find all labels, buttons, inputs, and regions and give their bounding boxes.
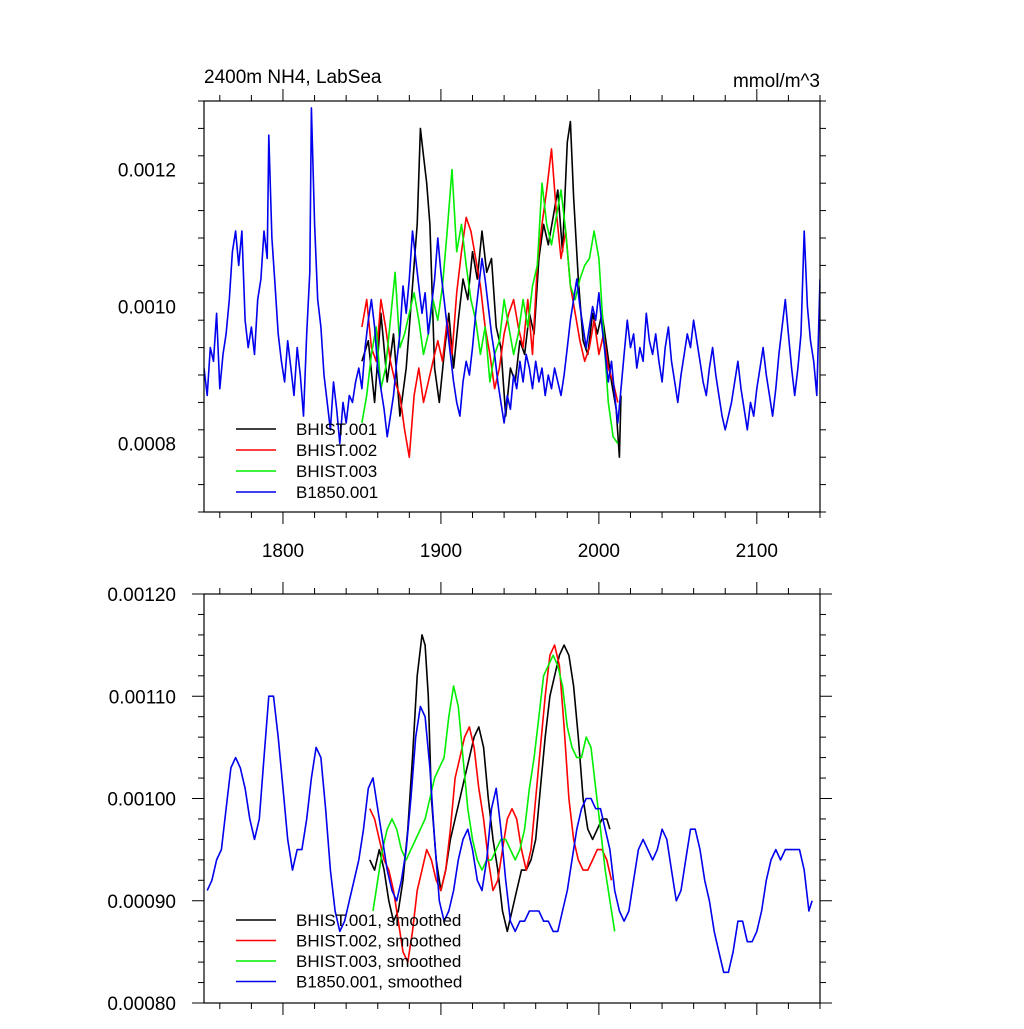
legend-label: B1850.001 bbox=[296, 483, 378, 502]
legend: BHIST.001, smoothed BHIST.002, smoothedBH… bbox=[236, 911, 462, 992]
legend-label: BHIST.001 bbox=[296, 420, 377, 439]
top-panel-title-left: 2400m NH4, LabSea bbox=[204, 67, 382, 88]
series-line-bhist-003-smoothed bbox=[372, 654, 616, 932]
series-line-bhist-002 bbox=[361, 148, 619, 458]
legend-label: BHIST.002, smoothed bbox=[296, 932, 461, 951]
x-tick-label: 2100 bbox=[736, 541, 778, 562]
series-line-b1850-001-smoothed bbox=[206, 695, 813, 974]
series-line-bhist-003 bbox=[361, 168, 619, 444]
y-tick-label: 0.00090 bbox=[107, 892, 176, 913]
y-tick-label: 0.00100 bbox=[107, 790, 176, 811]
legend-label: BHIST.002 bbox=[296, 441, 377, 460]
series-line-b1850-001 bbox=[204, 107, 820, 445]
x-tick-label: 1900 bbox=[420, 541, 462, 562]
series-line-bhist-001 bbox=[361, 120, 622, 458]
top-panel: 2400m NH4, LabSea mmol/m^3 1800 1900 2000 2… bbox=[118, 67, 826, 562]
series-line-bhist-001-smoothed bbox=[369, 634, 611, 933]
legend-label: BHIST.001, smoothed bbox=[296, 911, 461, 930]
legend-label: B1850.001, smoothed bbox=[296, 973, 462, 992]
y-tick-label: 0.0010 bbox=[118, 298, 176, 319]
bottom-panel: 0.00080 0.00090 0.00100 0.00110 0.00120 BHIST… bbox=[107, 582, 832, 1015]
y-tick-label: 0.0008 bbox=[118, 435, 176, 456]
y-tick-label: 0.00110 bbox=[109, 687, 176, 708]
y-tick-label: 0.00080 bbox=[107, 994, 176, 1015]
plot-frame bbox=[203, 100, 821, 513]
x-tick-label: 1800 bbox=[262, 541, 304, 562]
top-panel-title-right: mmol/m^3 bbox=[733, 71, 820, 92]
legend: BHIST.001 BHIST.002 BHIST.003 B1850.001 bbox=[236, 420, 378, 502]
series-line-bhist-002-smoothed bbox=[369, 644, 613, 963]
legend-label: BHIST.003, smoothed bbox=[296, 952, 461, 971]
x-tick-label: 2000 bbox=[578, 541, 620, 562]
y-tick-label: 0.0012 bbox=[118, 161, 176, 182]
legend-label: BHIST.003 bbox=[296, 462, 377, 481]
y-tick-label: 0.00120 bbox=[107, 585, 176, 606]
